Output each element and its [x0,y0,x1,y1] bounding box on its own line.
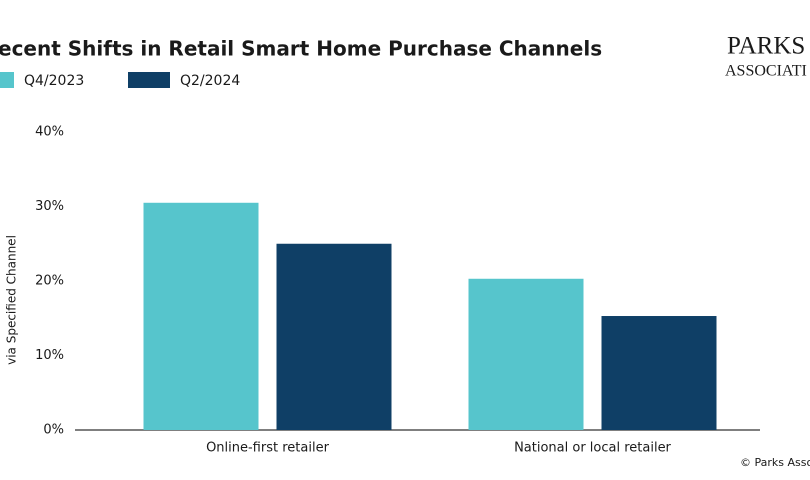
y-tick-label: 30% [35,199,64,214]
chart-title: ecent Shifts in Retail Smart Home Purcha… [0,37,602,61]
bar [601,316,717,430]
logo-bottom: ASSOCIATI [725,63,807,80]
bar [143,202,259,430]
legend-swatch [128,72,170,88]
y-axis-title: via Specified Channel [5,235,19,365]
source: © Parks Asso [740,456,810,469]
bar [468,278,584,430]
x-tick-label: National or local retailer [514,441,671,456]
legend-swatch [0,72,14,88]
logo-top: PARKS [727,33,805,60]
x-tick-label: Online-first retailer [206,441,330,456]
y-tick-label: 10% [35,348,64,363]
y-tick-label: 40% [35,125,64,140]
bar [276,243,392,430]
legend-label: Q4/2023 [24,73,84,89]
legend-label: Q2/2024 [180,73,240,89]
y-tick-label: 20% [35,274,64,289]
y-tick-label: 0% [43,423,64,438]
